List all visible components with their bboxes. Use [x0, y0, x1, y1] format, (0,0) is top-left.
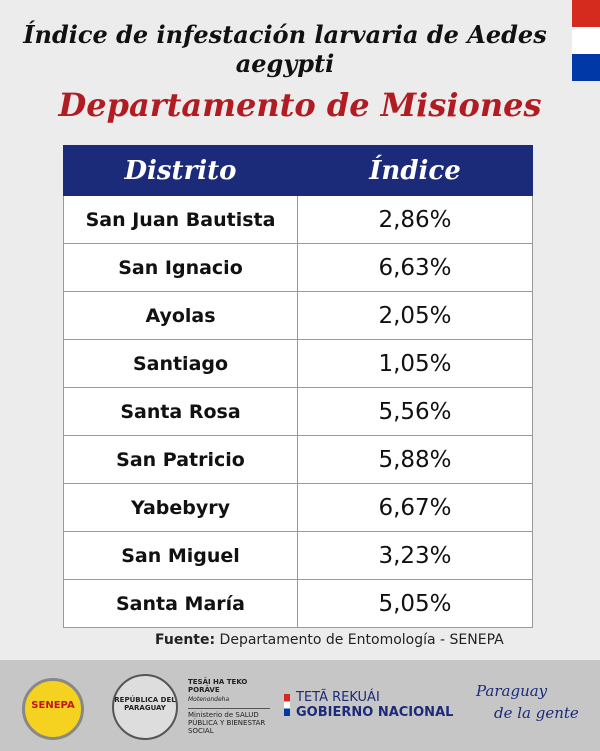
- index-cell: 2,86%: [297, 195, 533, 244]
- district-cell: Yabebyry: [63, 483, 298, 532]
- district-cell: Santiago: [63, 339, 298, 388]
- footer: SENEPA REPÚBLICA DEL PARAGUAY TESÃI HA T…: [0, 660, 600, 751]
- column-header: Distrito: [63, 145, 298, 196]
- ministry-top: TESÃI HA TEKO PORÃVE: [188, 678, 248, 694]
- index-cell: 3,23%: [297, 531, 533, 580]
- index-cell: 5,05%: [297, 579, 533, 628]
- slogan-bottom: de la gente: [494, 704, 579, 722]
- ministry-sub: Motenondeha: [188, 696, 230, 703]
- index-cell: 5,56%: [297, 387, 533, 436]
- column-header: Índice: [297, 145, 533, 196]
- index-cell: 6,67%: [297, 483, 533, 532]
- seal-text: REPÚBLICA DEL PARAGUAY: [114, 696, 176, 712]
- flag: [572, 0, 600, 81]
- index-cell: 5,88%: [297, 435, 533, 484]
- district-cell: Santa María: [63, 579, 298, 628]
- table-row: Santa Rosa 5,56%: [63, 387, 533, 436]
- source-text: Departamento de Entomología - SENEPA: [219, 632, 504, 648]
- district-cell: Santa Rosa: [63, 387, 298, 436]
- index-cell: 6,63%: [297, 243, 533, 292]
- index-cell: 1,05%: [297, 339, 533, 388]
- table-row: San Patricio 5,88%: [63, 435, 533, 484]
- table-row: San Ignacio 6,63%: [63, 243, 533, 292]
- slogan-top: Paraguay: [476, 682, 548, 700]
- district-cell: San Patricio: [63, 435, 298, 484]
- gov-top: TETÃ REKUÁI: [296, 690, 380, 705]
- senepa-text: SENEPA: [31, 700, 75, 711]
- subtitle: Departamento de Misiones: [58, 86, 542, 124]
- table: Distrito Índice San Juan Bautista 2,86% Sa…: [63, 145, 533, 628]
- table-row: San Miguel 3,23%: [63, 531, 533, 580]
- title: Índice de infestación larvaria de Aedes …: [23, 20, 547, 78]
- senepa-logo: SENEPA: [22, 678, 84, 740]
- source: Fuente: Departamento de Entomología - SE…: [155, 632, 504, 648]
- table-row: Ayolas 2,05%: [63, 291, 533, 340]
- source-label: Fuente:: [155, 632, 216, 648]
- table-row: Santa María 5,05%: [63, 579, 533, 628]
- district-cell: San Miguel: [63, 531, 298, 580]
- ministry-name: Ministerio de SALUD PÚBLICA Y BIENESTAR …: [188, 708, 270, 735]
- seal: REPÚBLICA DEL PARAGUAY: [112, 674, 178, 740]
- table-row: Santiago 1,05%: [63, 339, 533, 388]
- district-cell: Ayolas: [63, 291, 298, 340]
- gov-flag: [284, 694, 290, 716]
- table-row: Yabebyry 6,67%: [63, 483, 533, 532]
- gov-bottom: GOBIERNO NACIONAL: [296, 705, 454, 720]
- district-cell: San Juan Bautista: [63, 195, 298, 244]
- table-row: San Juan Bautista 2,86%: [63, 195, 533, 244]
- index-cell: 2,05%: [297, 291, 533, 340]
- district-cell: San Ignacio: [63, 243, 298, 292]
